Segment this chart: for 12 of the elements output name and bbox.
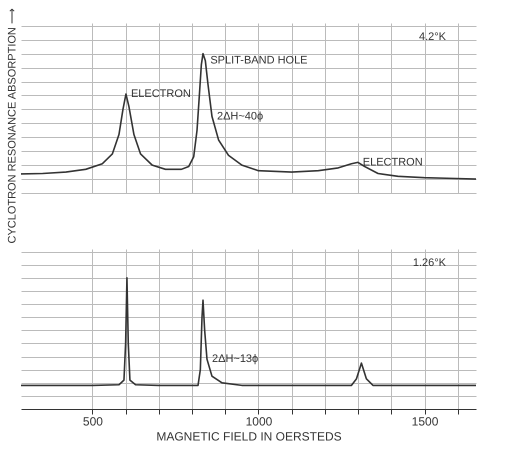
x-tick-label: 1000 [246, 414, 273, 428]
annotation: 2ΔH~13ϕ [212, 353, 258, 366]
annotation: ELECTRON [362, 156, 423, 168]
annotation: SPLIT-BAND HOLE [210, 54, 308, 67]
annotation: 2ΔH~40ϕ [216, 110, 264, 122]
x-axis-title: MAGNETIC FIELD IN OERSTEDS [156, 430, 342, 444]
annotation: ELECTRON [130, 88, 191, 100]
text: 1.26°K [412, 257, 447, 269]
y-axis-title: CYCLOTRON RESONANCE ABSORPTION ⟶ [6, 8, 18, 244]
x-tick-label: 500 [82, 414, 104, 428]
x-tick-label: 1500 [412, 414, 439, 428]
text: 4.2°K [418, 31, 447, 43]
